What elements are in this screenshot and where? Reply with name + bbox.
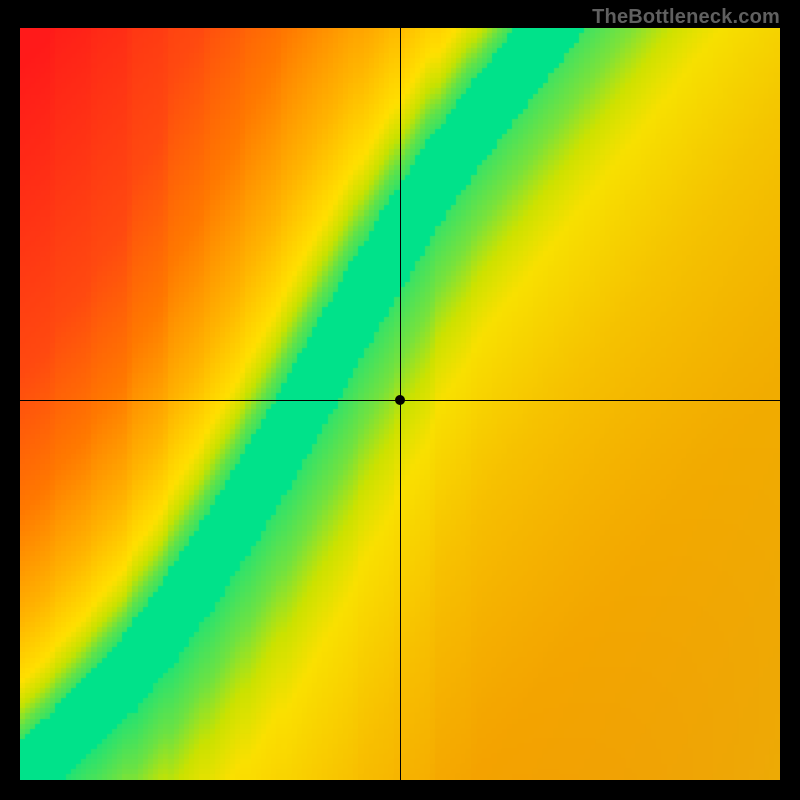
watermark-text: TheBottleneck.com: [592, 6, 780, 29]
chart-frame: TheBottleneck.com: [0, 0, 800, 800]
